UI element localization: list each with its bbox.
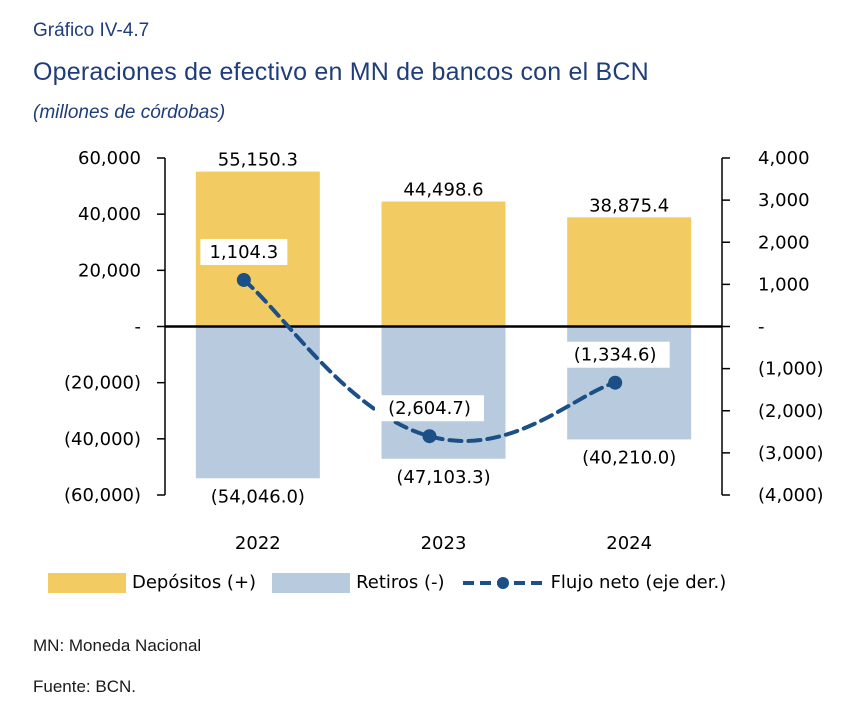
- point-flujo-neto-2023: [422, 429, 437, 444]
- y-left-tick-label: (40,000): [64, 429, 141, 450]
- data-label-bg-flujo-neto: [200, 238, 288, 265]
- y-left-tick-label: 40,000: [78, 204, 141, 225]
- data-label-retiros: (54,046.0): [211, 486, 305, 507]
- y-right-tick-label: (3,000): [758, 443, 824, 464]
- legend-label-flujo-neto: Flujo neto (eje der.): [550, 572, 727, 593]
- data-label-depositos: 44,498.6: [403, 180, 483, 201]
- y-left-tick-label: (20,000): [64, 373, 141, 394]
- data-label-bg-flujo-neto: [560, 341, 670, 368]
- point-flujo-neto-2024: [608, 375, 623, 390]
- y-right-tick-label: 2,000: [758, 232, 810, 253]
- chart-units: (millones de córdobas): [33, 102, 226, 123]
- figure-number: Gráfico IV-4.7: [33, 20, 150, 41]
- y-left-tick-label: -: [135, 317, 142, 338]
- legend-item-flujo-neto: Flujo neto (eje der.): [461, 572, 727, 593]
- legend-item-retiros: Retiros (-): [272, 572, 445, 593]
- y-right-tick-label: 1,000: [758, 274, 810, 295]
- data-label-flujo-neto: (1,334.6): [574, 345, 657, 366]
- chart-legend: Depósitos (+) Retiros (-) Flujo neto (ej…: [48, 572, 742, 593]
- combo-chart: 60,000 40,000 20,000 - (20,000) (40,000) (60,0…: [64, 148, 824, 550]
- bar-depositos-2024: [567, 217, 692, 327]
- y-left-tick-label: (60,000): [64, 485, 141, 506]
- data-label-bg-flujo-neto: [375, 395, 484, 422]
- y-right-tick-label: (2,000): [758, 401, 824, 422]
- data-label-retiros: (40,210.0): [582, 447, 676, 468]
- x-tick-label: 2024: [606, 533, 652, 550]
- y-right-tick-label: 4,000: [758, 148, 810, 169]
- y-right-tick-label: 3,000: [758, 190, 810, 211]
- x-tick-label: 2022: [235, 533, 281, 550]
- data-label-retiros: (47,103.3): [396, 467, 490, 488]
- note-abbreviation: MN: Moneda Nacional: [33, 636, 202, 655]
- y-left-tick-label: 60,000: [78, 148, 141, 169]
- point-flujo-neto-2022: [236, 272, 251, 287]
- note-source: Fuente: BCN.: [33, 677, 136, 696]
- data-label-flujo-neto: 1,104.3: [209, 242, 278, 263]
- legend-swatch-flujo-neto: [462, 576, 543, 589]
- data-label-depositos: 55,150.3: [218, 150, 298, 171]
- y-right-tick-label: (4,000): [758, 485, 824, 506]
- y-left-tick-label: 20,000: [78, 260, 141, 281]
- x-tick-label: 2023: [421, 533, 467, 550]
- legend-item-depositos: Depósitos (+): [48, 572, 256, 593]
- legend-label-retiros: Retiros (-): [356, 572, 445, 593]
- bar-depositos-2023: [381, 201, 506, 327]
- chart-title: Operaciones de efectivo en MN de bancos …: [33, 58, 649, 86]
- data-label-depositos: 38,875.4: [589, 195, 669, 216]
- y-right-tick-label: (1,000): [758, 359, 824, 380]
- legend-label-depositos: Depósitos (+): [132, 572, 257, 593]
- bar-retiros-2022: [195, 326, 320, 479]
- bar-retiros-2023: [381, 326, 506, 459]
- y-right-tick-label: -: [758, 317, 765, 338]
- legend-swatch-retiros: [272, 572, 351, 593]
- legend-swatch-depositos: [48, 572, 126, 593]
- data-label-flujo-neto: (2,604.7): [388, 398, 471, 419]
